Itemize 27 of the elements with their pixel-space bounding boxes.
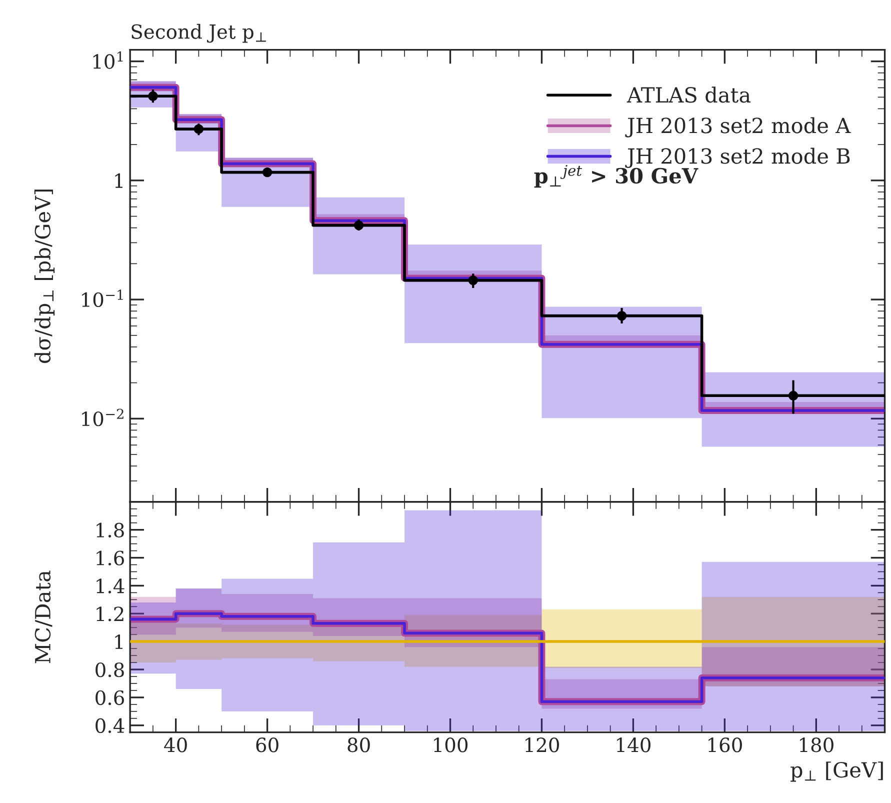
- y-tick-label: 1: [115, 634, 122, 649]
- chart-title: Second Jet p$_{⊥}$: [132, 24, 266, 43]
- y-tick-label: 1: [115, 173, 122, 188]
- y-axis-title: MC/Data: [34, 570, 52, 664]
- legend-label: JH 2013 set2 mode A: [625, 117, 851, 138]
- y-tick-label: 0.4: [96, 718, 124, 734]
- x-tick-label: 60: [256, 738, 278, 752]
- x-tick-label: 40: [164, 738, 187, 752]
- y-tick-label: 1.2: [96, 606, 124, 622]
- x-tick-label: 180: [800, 738, 834, 752]
- x-tick-label: 80: [348, 738, 370, 752]
- legend-label: JH 2013 set2 mode B: [625, 148, 850, 168]
- legend-label: ATLAS data: [626, 86, 750, 103]
- x-tick-label: 140: [617, 738, 650, 752]
- y-tick-label: 1.8: [96, 522, 124, 538]
- x-axis-title: p$_{⊥}$ [GeV]: [790, 762, 883, 782]
- y-tick-label: 10$^{−2}$: [82, 408, 124, 426]
- x-tick-label: 120: [526, 738, 559, 752]
- y-tick-label: 1.6: [96, 550, 124, 566]
- x-tick-label: 100: [434, 738, 468, 752]
- y-axis-title: dσ/dp$_{⊥}$ [pb/GeV]: [34, 190, 55, 364]
- y-tick-label: 0.8: [96, 662, 124, 678]
- y-tick-label: 1.4: [96, 578, 124, 594]
- y-tick-label: 10$^{−1}$: [82, 290, 123, 308]
- y-tick-label: 0.6: [96, 690, 124, 706]
- x-tick-label: 160: [708, 738, 742, 752]
- y-tick-label: 10$^{1}$: [93, 51, 123, 69]
